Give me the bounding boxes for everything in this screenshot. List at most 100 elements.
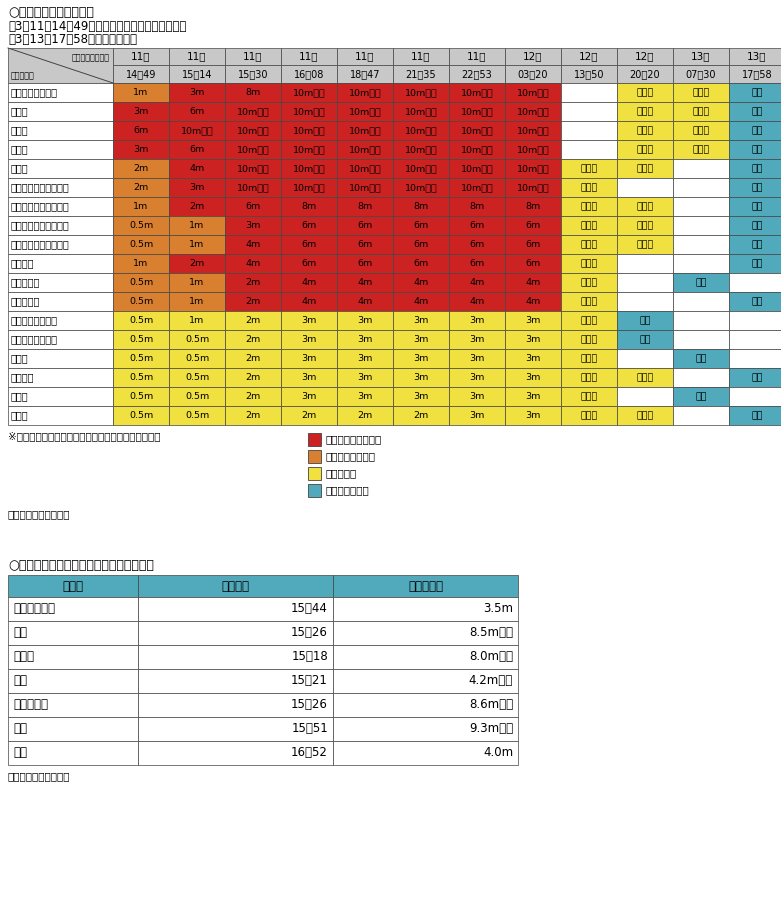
Text: 10m以上: 10m以上 — [516, 145, 549, 154]
Bar — [225, 65, 281, 83]
Text: 解除: 解除 — [751, 145, 763, 154]
Bar — [169, 102, 225, 121]
Bar — [617, 406, 673, 425]
Text: 1m: 1m — [189, 278, 205, 287]
Bar — [393, 406, 449, 425]
Text: 3m: 3m — [358, 392, 373, 401]
Text: 10m以上: 10m以上 — [293, 126, 326, 135]
Bar — [393, 216, 449, 235]
Text: 15：51: 15：51 — [291, 723, 328, 735]
Bar — [505, 387, 561, 406]
Bar — [729, 140, 781, 159]
Text: 切下げ: 切下げ — [580, 297, 597, 306]
Bar — [673, 254, 729, 273]
Text: 茨城県: 茨城県 — [11, 163, 29, 173]
Bar — [8, 273, 113, 292]
Bar — [113, 368, 169, 387]
Bar — [505, 406, 561, 425]
Bar — [561, 197, 617, 216]
Text: 10m以上: 10m以上 — [405, 126, 437, 135]
Bar — [333, 741, 518, 765]
Text: 10m以上: 10m以上 — [348, 88, 381, 97]
Text: 解除: 解除 — [640, 316, 651, 325]
Text: 3m: 3m — [469, 411, 485, 420]
Bar — [225, 216, 281, 235]
Bar — [8, 102, 113, 121]
Text: 4.2m以上: 4.2m以上 — [469, 675, 513, 687]
Bar — [8, 311, 113, 330]
Text: 15：26: 15：26 — [291, 627, 328, 639]
Text: 3m: 3m — [413, 373, 429, 382]
Text: 10m以上: 10m以上 — [237, 145, 269, 154]
Bar — [729, 216, 781, 235]
Bar — [729, 406, 781, 425]
Bar — [281, 387, 337, 406]
Bar — [281, 254, 337, 273]
Bar — [138, 693, 333, 717]
Bar — [225, 178, 281, 197]
Text: 2m: 2m — [134, 164, 148, 173]
Text: 解除: 解除 — [751, 126, 763, 135]
Text: 15：18: 15：18 — [291, 650, 328, 664]
Bar — [505, 121, 561, 140]
Text: 2m: 2m — [189, 202, 205, 211]
Text: 切下げ: 切下げ — [580, 202, 597, 211]
Text: 10m以上: 10m以上 — [461, 145, 494, 154]
Text: 3m: 3m — [134, 107, 148, 116]
Bar — [281, 65, 337, 83]
Text: えりも町庶野: えりも町庶野 — [13, 603, 55, 616]
Text: 切下げ: 切下げ — [580, 221, 597, 230]
Text: 3m: 3m — [301, 335, 316, 344]
Text: 10m以上: 10m以上 — [348, 164, 381, 173]
Text: 解除: 解除 — [751, 183, 763, 192]
Bar — [673, 197, 729, 216]
Text: 4m: 4m — [413, 297, 429, 306]
Bar — [113, 387, 169, 406]
Bar — [505, 102, 561, 121]
Bar — [337, 387, 393, 406]
Bar — [729, 273, 781, 292]
Bar — [617, 83, 673, 102]
Bar — [8, 368, 113, 387]
Text: 13日: 13日 — [691, 52, 711, 62]
Bar — [333, 621, 518, 645]
Text: 切下げ: 切下げ — [637, 107, 654, 116]
Text: 切下げ: 切下げ — [637, 88, 654, 97]
Bar — [673, 273, 729, 292]
Text: 6m: 6m — [469, 259, 485, 268]
Text: 解除: 解除 — [751, 240, 763, 249]
Bar — [225, 406, 281, 425]
Bar — [8, 349, 113, 368]
Bar — [449, 216, 505, 235]
Bar — [8, 48, 113, 83]
Text: 徳島県: 徳島県 — [11, 391, 29, 401]
Text: 10m以上: 10m以上 — [348, 145, 381, 154]
Text: 8.0m以上: 8.0m以上 — [469, 650, 513, 664]
Bar — [113, 65, 169, 83]
Bar — [729, 178, 781, 197]
Text: 2m: 2m — [358, 411, 373, 420]
Bar — [8, 216, 113, 235]
Text: 切下げ: 切下げ — [693, 145, 710, 154]
Text: 4m: 4m — [469, 297, 485, 306]
Bar — [449, 178, 505, 197]
Text: 2m: 2m — [413, 411, 429, 420]
Text: 10m以上: 10m以上 — [180, 126, 213, 135]
Bar — [617, 387, 673, 406]
Bar — [449, 311, 505, 330]
Text: 20：20: 20：20 — [629, 69, 660, 79]
Bar — [337, 216, 393, 235]
Text: 8m: 8m — [301, 202, 316, 211]
Text: 15：14: 15：14 — [182, 69, 212, 79]
Bar — [393, 83, 449, 102]
Text: 解除: 解除 — [751, 221, 763, 230]
Bar — [393, 48, 449, 65]
Text: 3m: 3m — [469, 316, 485, 325]
Text: 6m: 6m — [358, 221, 373, 230]
Bar — [561, 65, 617, 83]
Text: 1m: 1m — [189, 316, 205, 325]
Bar — [449, 159, 505, 178]
Bar — [169, 387, 225, 406]
Text: 18：47: 18：47 — [350, 69, 380, 79]
Bar — [393, 292, 449, 311]
